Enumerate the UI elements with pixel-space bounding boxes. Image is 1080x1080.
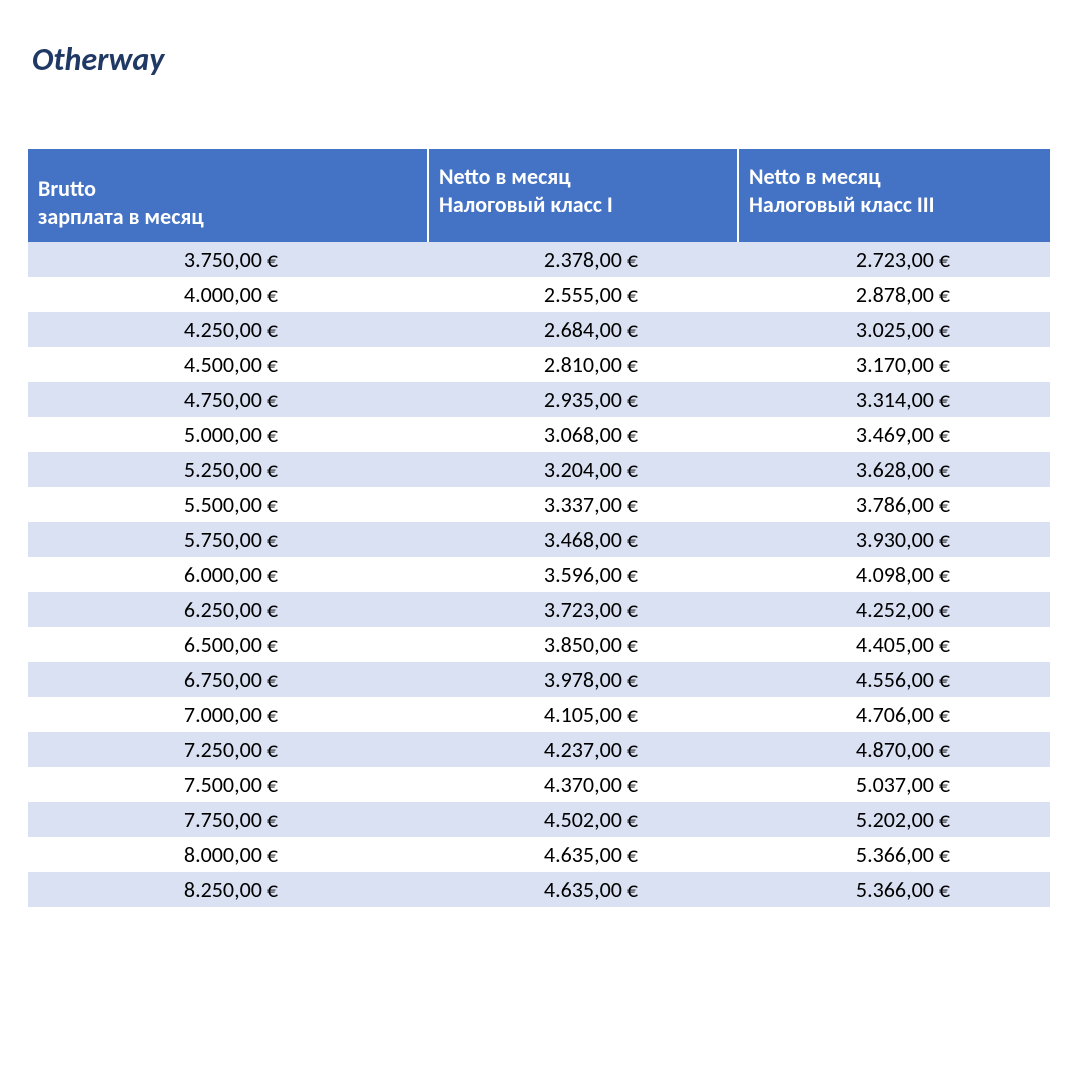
table-cell: 5.000,00 € (28, 417, 428, 452)
table-cell: 3.314,00 € (738, 382, 1050, 417)
table-row: 7.000,00 €4.105,00 €4.706,00 € (28, 697, 1050, 732)
table-row: 7.500,00 €4.370,00 €5.037,00 € (28, 767, 1050, 802)
salary-table: Brutto зарплата в месяц Netto в месяц На… (28, 149, 1050, 907)
table-cell: 3.786,00 € (738, 487, 1050, 522)
page-title: Otherway (32, 40, 1052, 79)
table-cell: 4.405,00 € (738, 627, 1050, 662)
table-cell: 4.870,00 € (738, 732, 1050, 767)
table-row: 6.250,00 €3.723,00 €4.252,00 € (28, 592, 1050, 627)
table-row: 4.750,00 €2.935,00 €3.314,00 € (28, 382, 1050, 417)
col-header-brutto: Brutto зарплата в месяц (28, 149, 428, 242)
table-cell: 4.706,00 € (738, 697, 1050, 732)
table-cell: 5.500,00 € (28, 487, 428, 522)
table-cell: 7.000,00 € (28, 697, 428, 732)
table-cell: 2.555,00 € (428, 277, 738, 312)
table-row: 6.000,00 €3.596,00 €4.098,00 € (28, 557, 1050, 592)
table-cell: 5.366,00 € (738, 837, 1050, 872)
table-cell: 4.556,00 € (738, 662, 1050, 697)
table-row: 3.750,00 €2.378,00 €2.723,00 € (28, 242, 1050, 277)
table-cell: 2.723,00 € (738, 242, 1050, 277)
table-cell: 3.978,00 € (428, 662, 738, 697)
table-cell: 8.250,00 € (28, 872, 428, 907)
col-header-netto-i: Netto в месяц Налоговый класс I (428, 149, 738, 242)
col-header-netto-iii: Netto в месяц Налоговый класс III (738, 149, 1050, 242)
table-cell: 3.469,00 € (738, 417, 1050, 452)
table-cell: 4.500,00 € (28, 347, 428, 382)
table-row: 4.250,00 €2.684,00 €3.025,00 € (28, 312, 1050, 347)
table-cell: 2.684,00 € (428, 312, 738, 347)
table-cell: 2.935,00 € (428, 382, 738, 417)
table-cell: 6.500,00 € (28, 627, 428, 662)
table-row: 8.250,00 €4.635,00 €5.366,00 € (28, 872, 1050, 907)
table-cell: 3.468,00 € (428, 522, 738, 557)
table-cell: 4.750,00 € (28, 382, 428, 417)
table-cell: 2.878,00 € (738, 277, 1050, 312)
table-header-row: Brutto зарплата в месяц Netto в месяц На… (28, 149, 1050, 242)
table-cell: 5.750,00 € (28, 522, 428, 557)
col-header-line: Brutto (38, 175, 417, 203)
table-row: 5.750,00 €3.468,00 €3.930,00 € (28, 522, 1050, 557)
table-cell: 3.930,00 € (738, 522, 1050, 557)
table-row: 4.000,00 €2.555,00 €2.878,00 € (28, 277, 1050, 312)
table-cell: 6.750,00 € (28, 662, 428, 697)
table-body: 3.750,00 €2.378,00 €2.723,00 €4.000,00 €… (28, 242, 1050, 907)
table-row: 6.750,00 €3.978,00 €4.556,00 € (28, 662, 1050, 697)
table-cell: 7.250,00 € (28, 732, 428, 767)
table-cell: 3.204,00 € (428, 452, 738, 487)
table-cell: 4.000,00 € (28, 277, 428, 312)
table-cell: 3.025,00 € (738, 312, 1050, 347)
table-cell: 8.000,00 € (28, 837, 428, 872)
table-cell: 3.628,00 € (738, 452, 1050, 487)
table-cell: 3.750,00 € (28, 242, 428, 277)
col-header-line: Netto в месяц (439, 163, 727, 191)
table-cell: 4.237,00 € (428, 732, 738, 767)
table-row: 5.500,00 €3.337,00 €3.786,00 € (28, 487, 1050, 522)
table-row: 5.000,00 €3.068,00 €3.469,00 € (28, 417, 1050, 452)
col-header-line: Налоговый класс III (749, 191, 1040, 219)
table-cell: 6.250,00 € (28, 592, 428, 627)
table-cell: 5.366,00 € (738, 872, 1050, 907)
table-cell: 2.810,00 € (428, 347, 738, 382)
table-cell: 5.202,00 € (738, 802, 1050, 837)
table-row: 8.000,00 €4.635,00 €5.366,00 € (28, 837, 1050, 872)
table-cell: 3.068,00 € (428, 417, 738, 452)
col-header-line: зарплата в месяц (38, 203, 417, 231)
table-cell: 7.500,00 € (28, 767, 428, 802)
table-row: 4.500,00 €2.810,00 €3.170,00 € (28, 347, 1050, 382)
table-cell: 3.723,00 € (428, 592, 738, 627)
col-header-line: Netto в месяц (749, 163, 1040, 191)
table-cell: 6.000,00 € (28, 557, 428, 592)
table-cell: 3.850,00 € (428, 627, 738, 662)
table-cell: 5.037,00 € (738, 767, 1050, 802)
col-header-line: Налоговый класс I (439, 191, 727, 219)
table-cell: 2.378,00 € (428, 242, 738, 277)
table-row: 6.500,00 €3.850,00 €4.405,00 € (28, 627, 1050, 662)
table-cell: 4.502,00 € (428, 802, 738, 837)
table-row: 7.750,00 €4.502,00 €5.202,00 € (28, 802, 1050, 837)
table-cell: 4.250,00 € (28, 312, 428, 347)
table-cell: 4.098,00 € (738, 557, 1050, 592)
table-row: 7.250,00 €4.237,00 €4.870,00 € (28, 732, 1050, 767)
table-cell: 4.635,00 € (428, 837, 738, 872)
table-cell: 3.337,00 € (428, 487, 738, 522)
table-row: 5.250,00 €3.204,00 €3.628,00 € (28, 452, 1050, 487)
table-cell: 4.370,00 € (428, 767, 738, 802)
table-cell: 4.252,00 € (738, 592, 1050, 627)
table-cell: 3.596,00 € (428, 557, 738, 592)
table-cell: 3.170,00 € (738, 347, 1050, 382)
table-cell: 7.750,00 € (28, 802, 428, 837)
table-cell: 5.250,00 € (28, 452, 428, 487)
table-cell: 4.105,00 € (428, 697, 738, 732)
table-cell: 4.635,00 € (428, 872, 738, 907)
